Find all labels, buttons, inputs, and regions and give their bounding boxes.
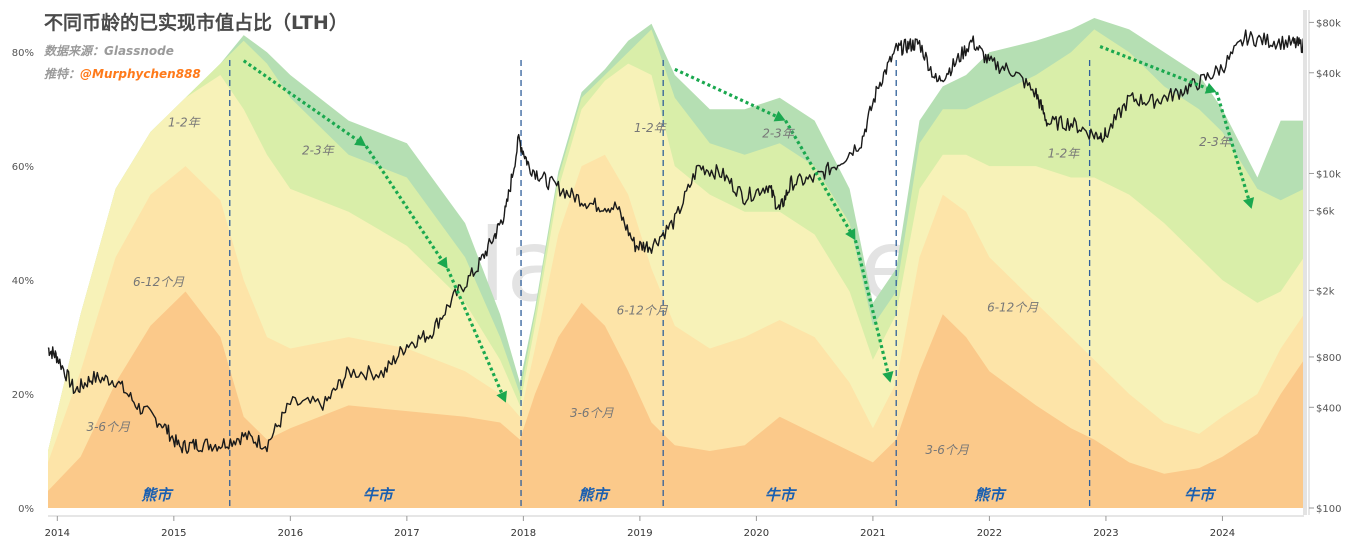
trend-arrow-0-seg-1 xyxy=(364,145,445,263)
x-tick-8: 2022 xyxy=(977,528,1002,539)
y-left-tick-4: 80% xyxy=(12,48,34,59)
phase-label-3: 牛市 xyxy=(765,486,798,504)
band-label-7: 3-6个月 xyxy=(570,406,615,420)
band-label-9: 2-3年 xyxy=(1199,135,1233,149)
chart-title: 不同币龄的已实现市值占比（LTH） xyxy=(44,12,348,34)
band-label-4: 1-2年 xyxy=(634,121,668,135)
trend-arrow-1-seg-1 xyxy=(784,119,853,235)
trend-arrow-1-seg-0 xyxy=(674,67,779,119)
y-right-tick-3: $2k xyxy=(1316,286,1335,297)
x-axis: 2014 2015 2016 2017 2018 2019 2020 2021 2022 2023… xyxy=(45,515,1304,539)
trend-arrow-1-seg-2 xyxy=(853,239,891,376)
band-label-5: 2-3年 xyxy=(762,127,796,141)
y-right-tick-4: $6k xyxy=(1316,207,1335,218)
area-series-0 xyxy=(48,291,1304,508)
trend-arrow-0-head-1 xyxy=(437,256,448,269)
y-right-tick-7: $80k xyxy=(1316,18,1341,29)
age-band-labels: 1-2年 2-3年 6-12个月 3-6个月 1-2年 2-3年 6-12个月 3-6个月 1-… xyxy=(86,115,1232,457)
y-left-tick-0: 0% xyxy=(18,504,34,515)
twitter-handle: @Murphychen888 xyxy=(80,67,201,81)
y-axis-left: 0% 20% 40% 60% 80% xyxy=(12,48,34,515)
x-tick-3: 2017 xyxy=(394,528,419,539)
twitter-credit: 推特：@Murphychen888 xyxy=(44,65,201,82)
band-label-6: 6-12个月 xyxy=(617,303,669,317)
trend-arrows xyxy=(242,44,1255,403)
x-tick-10: 2024 xyxy=(1210,528,1235,539)
x-tick-7: 2021 xyxy=(860,528,885,539)
y-left-tick-3: 60% xyxy=(12,162,34,173)
band-label-2: 6-12个月 xyxy=(133,275,185,289)
band-label-3: 3-6个月 xyxy=(86,420,131,434)
phase-label-1: 牛市 xyxy=(363,486,396,504)
trend-arrow-0-head-0 xyxy=(354,135,367,147)
x-tick-1: 2015 xyxy=(161,528,186,539)
trend-arrow-1-head-0 xyxy=(773,110,786,122)
y-left-tick-1: 20% xyxy=(12,390,34,401)
twitter-prefix: 推特： xyxy=(44,67,81,81)
phase-label-2: 熊市 xyxy=(578,486,611,504)
y-right-tick-2: $800 xyxy=(1316,353,1341,364)
market-phase-labels: 熊市 牛市 熊市 牛市 熊市 牛市 xyxy=(141,486,1217,504)
y-left-tick-2: 40% xyxy=(12,276,34,287)
y-right-tick-5: $10k xyxy=(1316,169,1341,180)
y-right-tick-1: $400 xyxy=(1316,403,1341,414)
x-tick-9: 2023 xyxy=(1093,528,1118,539)
trend-arrow-1-head-1 xyxy=(845,228,856,241)
y-axis-right: $100 $400 $800 $2k $6k $10k $40k $80k xyxy=(1303,10,1341,515)
band-label-11: 3-6个月 xyxy=(925,443,970,457)
phase-label-5: 牛市 xyxy=(1184,486,1217,504)
btc-price-path xyxy=(47,29,1305,454)
band-label-0: 1-2年 xyxy=(168,115,202,129)
plot-area: glassnode 1-2年2-3年6-12个月3-6个月1-2年2-3年6-1… xyxy=(47,18,1305,509)
age-band-areas xyxy=(48,18,1304,509)
x-tick-0: 2014 xyxy=(45,528,70,539)
trend-arrow-2-head-0 xyxy=(1204,82,1217,94)
trend-arrow-1-head-2 xyxy=(882,371,894,383)
trend-arrow-2-seg-1 xyxy=(1215,91,1251,202)
trend-arrow-2-seg-0 xyxy=(1099,44,1210,91)
x-tick-2: 2016 xyxy=(278,528,303,539)
y-right-tick-0: $100 xyxy=(1316,504,1341,515)
data-source: 数据来源：Glassnode xyxy=(44,44,174,58)
btc-price-line xyxy=(47,29,1305,454)
x-tick-4: 2018 xyxy=(511,528,536,539)
x-tick-6: 2020 xyxy=(744,528,769,539)
phase-label-0: 熊市 xyxy=(141,486,174,504)
x-tick-5: 2019 xyxy=(627,528,652,539)
trend-arrow-0-seg-2 xyxy=(446,268,505,396)
trend-arrow-0-head-2 xyxy=(496,390,507,403)
band-label-10: 6-12个月 xyxy=(987,300,1039,314)
band-label-1: 2-3年 xyxy=(302,144,336,158)
band-label-8: 1-2年 xyxy=(1048,147,1082,161)
y-right-tick-6: $40k xyxy=(1316,69,1341,80)
phase-label-4: 熊市 xyxy=(974,486,1007,504)
trend-arrow-2-head-1 xyxy=(1243,197,1255,209)
